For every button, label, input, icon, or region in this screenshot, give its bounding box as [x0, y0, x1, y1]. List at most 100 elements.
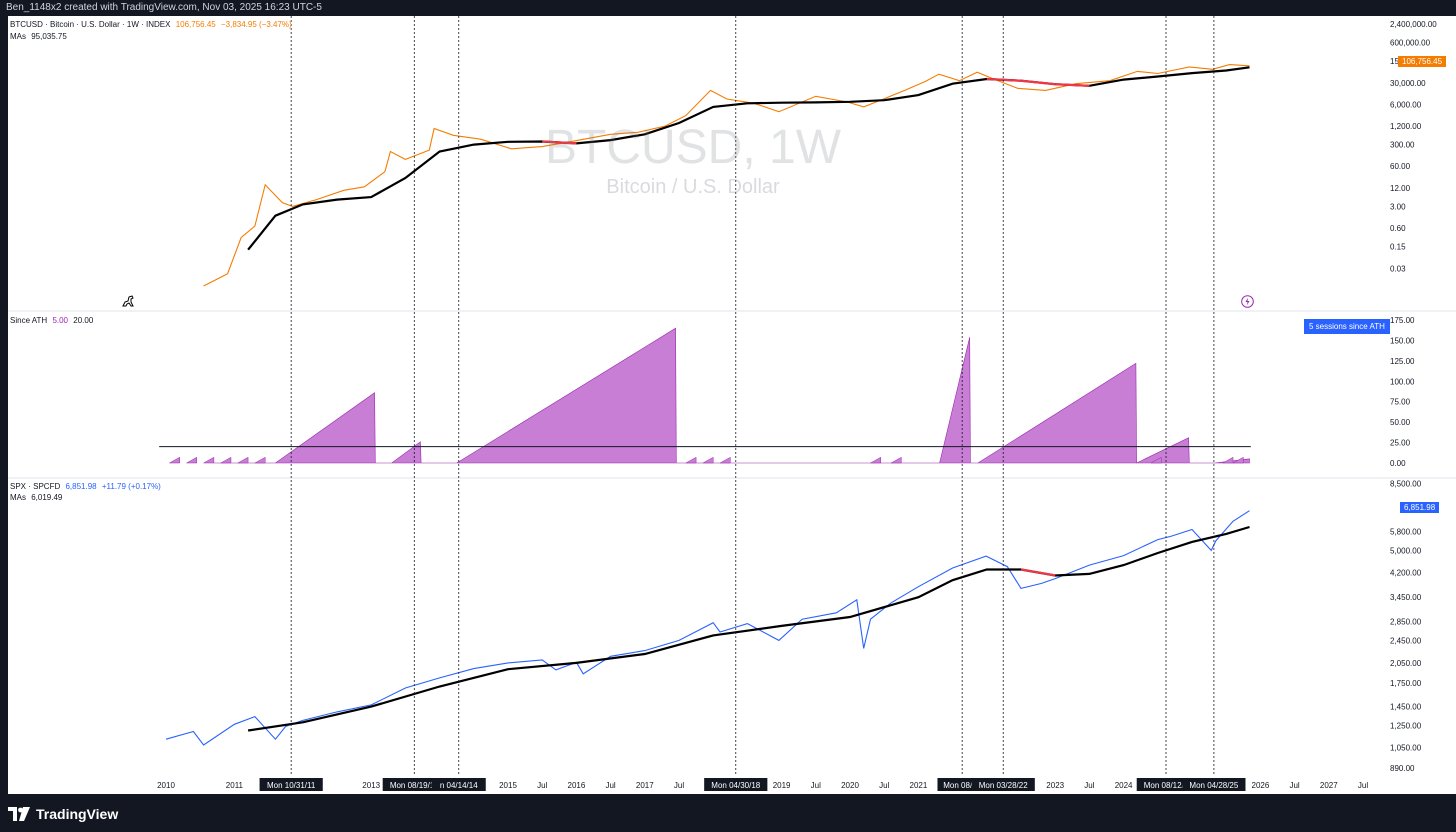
x-tick-label: 2011 — [226, 781, 244, 790]
ath-bump — [1232, 456, 1244, 464]
dinosaur-icon[interactable] — [120, 293, 136, 309]
spx-y-tick-label: 2,050.00 — [1390, 659, 1422, 668]
btc-ma-value: 95,035.75 — [31, 32, 67, 41]
spx-change: +11.79 (+0.17%) — [101, 482, 161, 491]
ath-bump — [869, 456, 882, 464]
ath-y-tick-label: 125.00 — [1390, 357, 1415, 366]
ath-bump — [253, 456, 266, 464]
ath-bump — [202, 456, 215, 464]
x-tick-label: 2015 — [499, 781, 517, 790]
btc-y-tick-label: 1,200.00 — [1390, 122, 1422, 131]
spx-y-tick-label: 2,450.00 — [1390, 636, 1422, 645]
btc-y-tick-label: 600,000.00 — [1390, 39, 1431, 48]
btc-y-tick-label: 300.00 — [1390, 141, 1415, 150]
spx-y-tick-label: 4,200.00 — [1390, 568, 1422, 577]
spx-symbol[interactable]: SPX · SPCFD — [10, 482, 61, 491]
x-tick-label: 2027 — [1320, 781, 1338, 790]
ath-y-tick-label: 25.00 — [1390, 439, 1411, 448]
btc-ma-down-segment — [542, 140, 577, 145]
ath-label[interactable]: Since ATH — [10, 316, 48, 325]
btc-ma-line — [247, 66, 1250, 251]
spx-y-tick-label: 1,250.00 — [1390, 721, 1422, 730]
btc-price: 106,756.45 — [175, 20, 216, 29]
btc-y-tick-label: 30,000.00 — [1390, 79, 1426, 88]
x-tick-label: Jul — [811, 781, 821, 790]
tradingview-logo[interactable]: TradingView — [8, 806, 118, 822]
spx-price-badge: 6,851.98 — [1400, 502, 1440, 513]
x-tick-label: Jul — [1358, 781, 1368, 790]
date-marker-label: Mon 08/19/13 — [390, 781, 439, 790]
btc-price-line — [203, 64, 1250, 287]
btc-y-tick-label: 0.60 — [1390, 224, 1406, 233]
ath-bump — [185, 456, 198, 464]
x-tick-label: Jul — [605, 781, 615, 790]
btc-y-tick-label: 0.03 — [1390, 264, 1406, 273]
ath-bump — [1221, 456, 1234, 464]
footer-bar — [0, 794, 1456, 832]
btc-change: −3,834.95 (−3.47%) — [220, 20, 292, 29]
spx-y-tick-label: 1,450.00 — [1390, 703, 1422, 712]
chart-canvas: 2,400,000.00600,000.00150,000.0030,000.0… — [8, 16, 1456, 794]
date-marker-label-bg — [431, 778, 486, 791]
spx-y-tick-label: 1,050.00 — [1390, 743, 1422, 752]
x-tick-label: 2010 — [157, 781, 175, 790]
ath-bump — [1149, 456, 1162, 464]
ath-bump — [219, 456, 232, 464]
ath-y-tick-label: 0.00 — [1390, 459, 1406, 468]
date-marker-label-bg — [1136, 778, 1196, 791]
spx-y-tick-label: 5,000.00 — [1390, 546, 1422, 555]
x-tick-label: Jul — [537, 781, 547, 790]
ath-y-tick-label: 75.00 — [1390, 398, 1411, 407]
x-tick-label: Jul — [1084, 781, 1094, 790]
spx-ma-line — [247, 525, 1250, 732]
ath-bump — [890, 456, 902, 464]
btc-y-tick-label: 6,000.00 — [1390, 100, 1422, 109]
date-marker-label: n 04/14/14 — [440, 781, 478, 790]
btc-ma-down-segment — [986, 77, 1022, 82]
btc-y-tick-label: 0.15 — [1390, 243, 1406, 252]
ath-y-tick-label: 150.00 — [1390, 336, 1415, 345]
date-marker-label: Mon 04/28/25 — [1189, 781, 1238, 790]
spx-y-tick-label: 1,750.00 — [1390, 679, 1422, 688]
date-marker-label-bg — [259, 778, 323, 791]
date-marker-label-bg — [704, 778, 768, 791]
date-marker-label: Mon 04/30/18 — [711, 781, 760, 790]
btc-ma-down-segment — [1020, 79, 1056, 86]
x-tick-label: Jul — [674, 781, 684, 790]
btc-y-tick-label: 60.00 — [1390, 162, 1411, 171]
ath-bump — [236, 456, 249, 464]
lightning-icon[interactable] — [1241, 295, 1254, 308]
x-tick-label: 2019 — [773, 781, 791, 790]
spx-y-tick-label: 890.00 — [1390, 764, 1415, 773]
chart-svg[interactable]: 2,400,000.00600,000.00150,000.0030,000.0… — [8, 16, 1456, 794]
ath-legend: Since ATH 5.00 20.00 — [10, 316, 96, 325]
x-tick-label: 2017 — [636, 781, 654, 790]
ath-area — [213, 327, 1250, 464]
ath-badge: 5 sessions since ATH — [1304, 319, 1390, 334]
spx-ma-down-segment — [1020, 568, 1056, 577]
date-marker-label: Mon 08/23 — [943, 781, 981, 790]
spx-ma-legend: MAs 6,019.49 — [10, 493, 65, 502]
spx-ma-label[interactable]: MAs — [10, 493, 26, 502]
x-tick-label: 2013 — [362, 781, 380, 790]
btc-y-tick-label: 2,400,000.00 — [1390, 20, 1437, 29]
ath-y-tick-label: 50.00 — [1390, 418, 1411, 427]
btc-ma-label[interactable]: MAs — [10, 32, 26, 41]
x-tick-label: 2021 — [910, 781, 928, 790]
spx-y-tick-label: 3,450.00 — [1390, 593, 1422, 602]
spx-price-line — [165, 510, 1250, 746]
x-tick-label: Jul — [1289, 781, 1299, 790]
date-marker-label: Mon 08/12/2 — [1144, 781, 1189, 790]
btc-ma-down-segment — [1055, 83, 1090, 87]
btc-ma-legend: MAs 95,035.75 — [10, 32, 70, 41]
ath-bump — [168, 456, 180, 464]
x-tick-label: 2024 — [1115, 781, 1133, 790]
x-tick-label: 2020 — [841, 781, 859, 790]
ath-bump — [684, 456, 697, 464]
date-marker-label-bg — [382, 778, 446, 791]
ath-y-tick-label: 175.00 — [1390, 316, 1415, 325]
btc-y-tick-label: 3.00 — [1390, 202, 1406, 211]
btc-legend: BTCUSD · Bitcoin · U.S. Dollar · 1W · IN… — [10, 20, 295, 29]
btc-symbol[interactable]: BTCUSD · Bitcoin · U.S. Dollar · 1W · IN… — [10, 20, 171, 29]
btc-price-badge: 106,756.45 — [1398, 56, 1447, 67]
